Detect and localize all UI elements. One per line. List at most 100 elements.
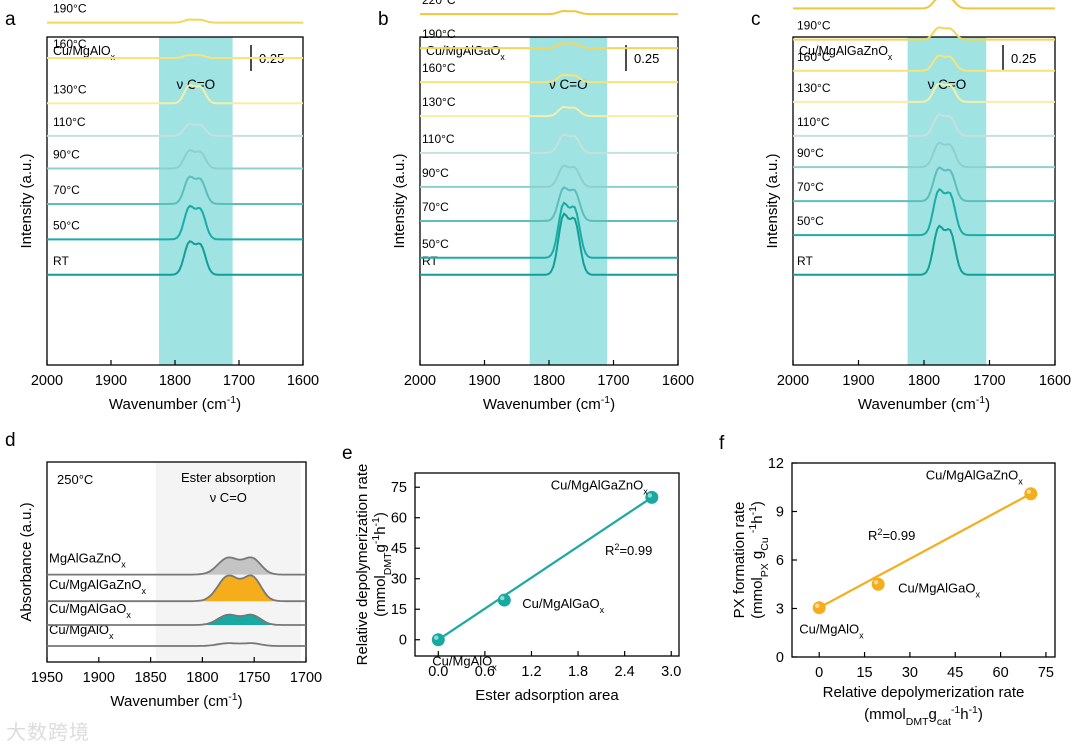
x-tick-label: 1.2	[521, 664, 541, 680]
spectrum-line	[47, 175, 303, 205]
panel-f: 0 15 30 45 60 75 0 3 6 9 12 Cu/MgAlOx Cu/MgAlGaOx Cu/…	[719, 433, 1056, 728]
data-point-highlight	[647, 493, 653, 498]
spectrum-line	[47, 54, 303, 59]
series-label: 160°C	[422, 61, 456, 75]
series-label: 160°C	[797, 50, 831, 64]
spectrum-line	[420, 73, 678, 84]
spectrum-line	[793, 82, 1055, 103]
spectrum-line	[420, 42, 678, 50]
x-tick-label: 45	[947, 665, 963, 681]
spectrum-line	[47, 83, 303, 105]
x-tick-label: 1700	[973, 373, 1005, 389]
panel-letter: d	[5, 430, 16, 451]
data-point-highlight	[500, 595, 505, 601]
temperature-label: 250°C	[57, 472, 93, 487]
series-label: 90°C	[53, 148, 80, 162]
y-axis-label: Intensity (a.u.)	[764, 153, 781, 248]
panel-a: 2000 1900 1800 1700 1600 Wavenumber (cm-1) Int…	[5, 2, 319, 413]
series-label: 130°C	[53, 82, 87, 96]
x-tick-label: 1900	[95, 373, 127, 389]
r-squared-label: R2=0.99	[605, 542, 652, 558]
spectrum-line	[47, 613, 306, 626]
point-label: Cu/MgAlGaOx	[522, 596, 604, 615]
y-tick-label: 45	[391, 541, 407, 557]
band-sublabel: ν C=O	[210, 490, 247, 505]
x-tick-label: 1950	[31, 670, 63, 686]
series-label: RT	[422, 254, 438, 268]
series-label: 70°C	[797, 180, 824, 194]
series-label: 50°C	[422, 237, 449, 251]
spectrum-line	[420, 212, 678, 276]
y-tick-label: 3	[776, 602, 784, 618]
x-axis-label: Wavenumber (cm-1)	[483, 394, 615, 413]
spectrum-line	[47, 204, 303, 241]
x-tick-label: 1900	[842, 373, 874, 389]
spectrum-line	[793, 224, 1055, 276]
x-tick-label: 15	[856, 665, 872, 681]
x-axis-label: Relative depolymerization rate	[823, 684, 1025, 701]
x-tick-label: 1800	[533, 373, 565, 389]
x-tick-label: 60	[993, 665, 1009, 681]
series-label: Cu/MgAlGaOx	[49, 601, 131, 620]
point-label: Cu/MgAlGaOx	[898, 580, 980, 599]
data-point-highlight	[815, 603, 820, 608]
x-tick-label: 2000	[31, 373, 63, 389]
scale-bar-label: 0.25	[634, 51, 659, 66]
x-tick-label: 1600	[1039, 373, 1071, 389]
x-tick-label: 0.6	[475, 664, 495, 680]
band-label: ν C=O	[549, 77, 588, 92]
x-tick-label: 3.0	[661, 664, 681, 680]
fit-line	[818, 492, 1032, 609]
x-tick-label: 2000	[404, 373, 436, 389]
y-tick-label: 0	[776, 650, 784, 666]
y-tick-label: 60	[391, 511, 407, 527]
band-label: ν C=O	[176, 77, 215, 92]
spectrum-line	[47, 556, 306, 576]
x-tick-label: 2000	[777, 373, 809, 389]
panel-title: Cu/MgAlGaOx	[426, 44, 505, 62]
band-highlight	[159, 37, 233, 365]
spectrum-line	[420, 164, 678, 188]
watermark: 大数跨境	[6, 720, 90, 744]
y-tick-label: 6	[776, 553, 784, 569]
series-label: 110°C	[53, 115, 86, 129]
x-tick-label: 0	[815, 665, 823, 681]
panel-b: 2000 1900 1800 1700 1600 Wavenumber (cm-1) Int…	[378, 0, 694, 413]
x-tick-label: 1700	[597, 373, 629, 389]
panel-letter: b	[378, 9, 389, 30]
x-axis-label: Wavenumber (cm-1)	[110, 691, 242, 710]
spectrum-line	[420, 186, 678, 222]
spectrum-line	[793, 54, 1055, 72]
x-tick-label: 1800	[159, 373, 191, 389]
x-tick-label: 1900	[83, 670, 115, 686]
spectrum-line	[420, 133, 678, 154]
point-label: Cu/MgAlOx	[799, 622, 864, 641]
spectrum-line	[793, 141, 1055, 169]
plot-frame	[414, 472, 680, 657]
data-point	[497, 593, 511, 607]
y-axis-label: Intensity (a.u.)	[391, 153, 408, 248]
series-label: 70°C	[422, 200, 449, 214]
series-label: 220°C	[797, 0, 831, 1]
x-tick-label: 0.0	[428, 664, 448, 680]
y-axis-label-units: (mmolDMTg-1h-1)	[370, 512, 394, 617]
spectrum-line	[793, 166, 1055, 203]
x-tick-label: 1750	[238, 670, 270, 686]
x-axis-label: Wavenumber (cm-1)	[109, 394, 241, 413]
absorption-area	[47, 557, 306, 575]
series-label: RT	[53, 254, 69, 268]
panel-title: Cu/MgAlGaZnOx	[799, 44, 893, 62]
spectrum-line	[793, 113, 1055, 137]
spectrum-line	[793, 0, 1055, 10]
series-label: 160°C	[53, 37, 87, 51]
y-axis-label: Intensity (a.u.)	[18, 153, 35, 248]
spectrum-line	[420, 9, 678, 16]
series-label: RT	[797, 254, 813, 268]
y-tick-label: 12	[768, 456, 784, 472]
panel-c: 2000 1900 1800 1700 1600 Wavenumber (cm-1) Int…	[751, 0, 1071, 413]
x-tick-label: 2.4	[615, 664, 635, 680]
panel-letter: a	[5, 9, 16, 30]
y-axis-label: Absorbance (a.u.)	[18, 502, 35, 621]
series-label: 190°C	[422, 27, 456, 41]
data-point	[1024, 487, 1038, 501]
